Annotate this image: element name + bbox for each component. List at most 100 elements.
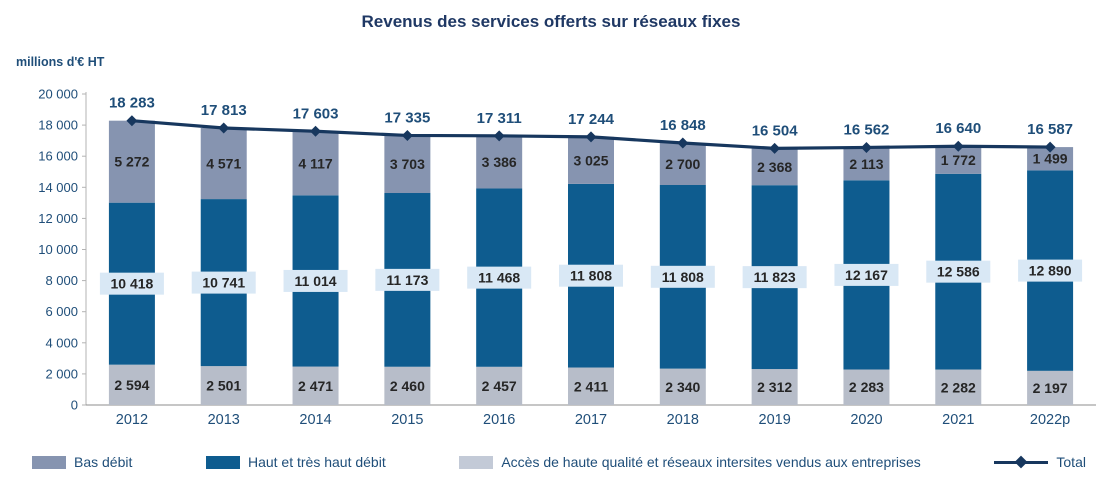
total-marker-diamond-icon — [1044, 141, 1056, 153]
total-label: 16 504 — [752, 122, 799, 139]
bar-segment-label: 2 594 — [114, 377, 149, 393]
bar-segment — [568, 136, 614, 184]
bar-label-box — [99, 272, 164, 295]
bar-segment-label: 3 386 — [482, 154, 517, 170]
x-axis-label: 2021 — [942, 412, 974, 428]
bar-segment-label: 10 741 — [202, 275, 245, 291]
bar-label-box — [559, 264, 623, 287]
bar-segment — [384, 366, 431, 405]
legend-label-total: Total — [1056, 454, 1086, 470]
bar-segment-label: 4 571 — [206, 156, 241, 172]
bar-segment-label: 3 703 — [390, 156, 425, 172]
bar-segment-label: 12 890 — [1029, 263, 1072, 279]
bar-label-box — [1018, 259, 1083, 282]
x-axis-label: 2016 — [483, 412, 515, 428]
legend-item-acces-haute-qualite: Accès de haute qualité et réseaux inters… — [459, 454, 921, 470]
bar-segment — [935, 369, 982, 405]
y-tick-label: 0 — [71, 398, 78, 413]
bar-label-box — [742, 266, 807, 289]
bar-segment — [659, 368, 706, 405]
legend-total-line-marker — [994, 455, 1049, 469]
total-label: 18 283 — [109, 95, 155, 112]
bar-label-box — [834, 263, 899, 286]
bar-label-box — [375, 268, 440, 291]
bar-segment-label: 2 501 — [206, 378, 241, 394]
bar-segment-label: 11 823 — [754, 269, 796, 285]
bar-segment-label: 2 283 — [849, 379, 884, 395]
total-marker-diamond-icon — [585, 131, 597, 143]
bar-segment-label: 11 173 — [386, 272, 428, 288]
bar-segment — [384, 135, 431, 194]
bar-segment — [1027, 370, 1074, 405]
bar-segment-label: 2 471 — [298, 378, 333, 394]
y-tick-label: 12 000 — [38, 211, 78, 226]
bar-segment — [476, 366, 523, 405]
total-label: 17 603 — [293, 105, 339, 122]
x-axis-label: 2022p — [1030, 412, 1070, 428]
y-tick-label: 18 000 — [38, 118, 78, 133]
total-marker-diamond-icon — [218, 122, 230, 134]
total-label: 16 848 — [660, 117, 706, 134]
bar-segment-label: 2 457 — [482, 378, 517, 394]
legend-label-acces-haute-qualite: Accès de haute qualité et réseaux inters… — [501, 454, 921, 470]
bar-label-box — [650, 265, 715, 288]
y-tick-label: 2 000 — [45, 366, 78, 381]
bar-segment — [108, 120, 155, 203]
bar-segment-label: 11 468 — [478, 270, 520, 286]
bar-segment-label: 2 460 — [390, 378, 425, 394]
bar-segment-label: 2 197 — [1033, 380, 1068, 396]
total-marker-diamond-icon — [860, 141, 872, 153]
bar-segment-label: 2 700 — [665, 156, 700, 172]
bar-label-box — [467, 266, 532, 289]
bar-segment — [200, 128, 247, 200]
total-label: 17 813 — [201, 102, 247, 119]
bar-segment-label: 2 282 — [941, 379, 976, 395]
bar-segment — [292, 366, 339, 405]
total-marker-diamond-icon — [126, 115, 138, 127]
bar-label-box — [283, 269, 348, 292]
x-axis-label: 2017 — [575, 412, 607, 428]
bar-segment — [200, 366, 247, 405]
bar-segment-label: 2 113 — [849, 156, 883, 172]
bar-segment — [568, 367, 614, 405]
bar-segment-label: 5 272 — [114, 154, 149, 170]
y-axis-unit-label: millions d'€ HT — [16, 55, 105, 69]
x-axis-label: 2018 — [667, 412, 699, 428]
legend-label-bas-debit: Bas débit — [74, 454, 133, 470]
total-label: 16 640 — [935, 120, 981, 137]
y-tick-label: 4 000 — [45, 335, 78, 350]
bar-segment — [292, 131, 339, 196]
bar-segment — [751, 148, 798, 186]
bar-segment — [108, 364, 155, 405]
bar-segment-label: 2 312 — [757, 379, 792, 395]
x-axis-label: 2019 — [759, 412, 791, 428]
total-marker-diamond-icon — [952, 140, 964, 152]
total-marker-diamond-icon — [493, 130, 505, 142]
bar-segment — [476, 135, 523, 189]
total-label: 16 587 — [1027, 121, 1073, 138]
x-axis-label: 2012 — [116, 412, 148, 428]
total-label: 16 562 — [844, 121, 890, 138]
bar-label-box — [926, 260, 991, 283]
legend-label-haut-debit: Haut et très haut débit — [247, 454, 386, 470]
bar-label-box — [191, 271, 256, 294]
bar-segment — [659, 143, 706, 185]
y-tick-label: 8 000 — [45, 273, 78, 288]
bar-segment-label: 10 418 — [110, 276, 153, 292]
bar-segment — [843, 369, 890, 405]
chart-canvas: 0 2 000 4 000 6 000 8 000 10 000 12 000 14 000 1… — [38, 87, 1096, 428]
bar-segment — [751, 369, 798, 405]
y-tick-label: 20 000 — [38, 87, 78, 102]
x-axis-label: 2020 — [850, 412, 882, 428]
legend-item-total: Total — [994, 454, 1086, 470]
chart-legend: Bas débit Haut et très haut débit Accès … — [32, 454, 1086, 470]
legend-swatch-haut-debit — [205, 455, 240, 469]
bar-segment-label: 12 586 — [937, 264, 980, 280]
total-marker-diamond-icon — [677, 137, 689, 149]
bar-segment-label: 11 014 — [295, 273, 337, 289]
bar-segment-label: 2 340 — [665, 379, 700, 395]
legend-swatch-acces-haute-qualite — [459, 455, 494, 469]
x-axis-label: 2013 — [208, 412, 240, 428]
bar-segment-label: 4 117 — [298, 155, 332, 171]
